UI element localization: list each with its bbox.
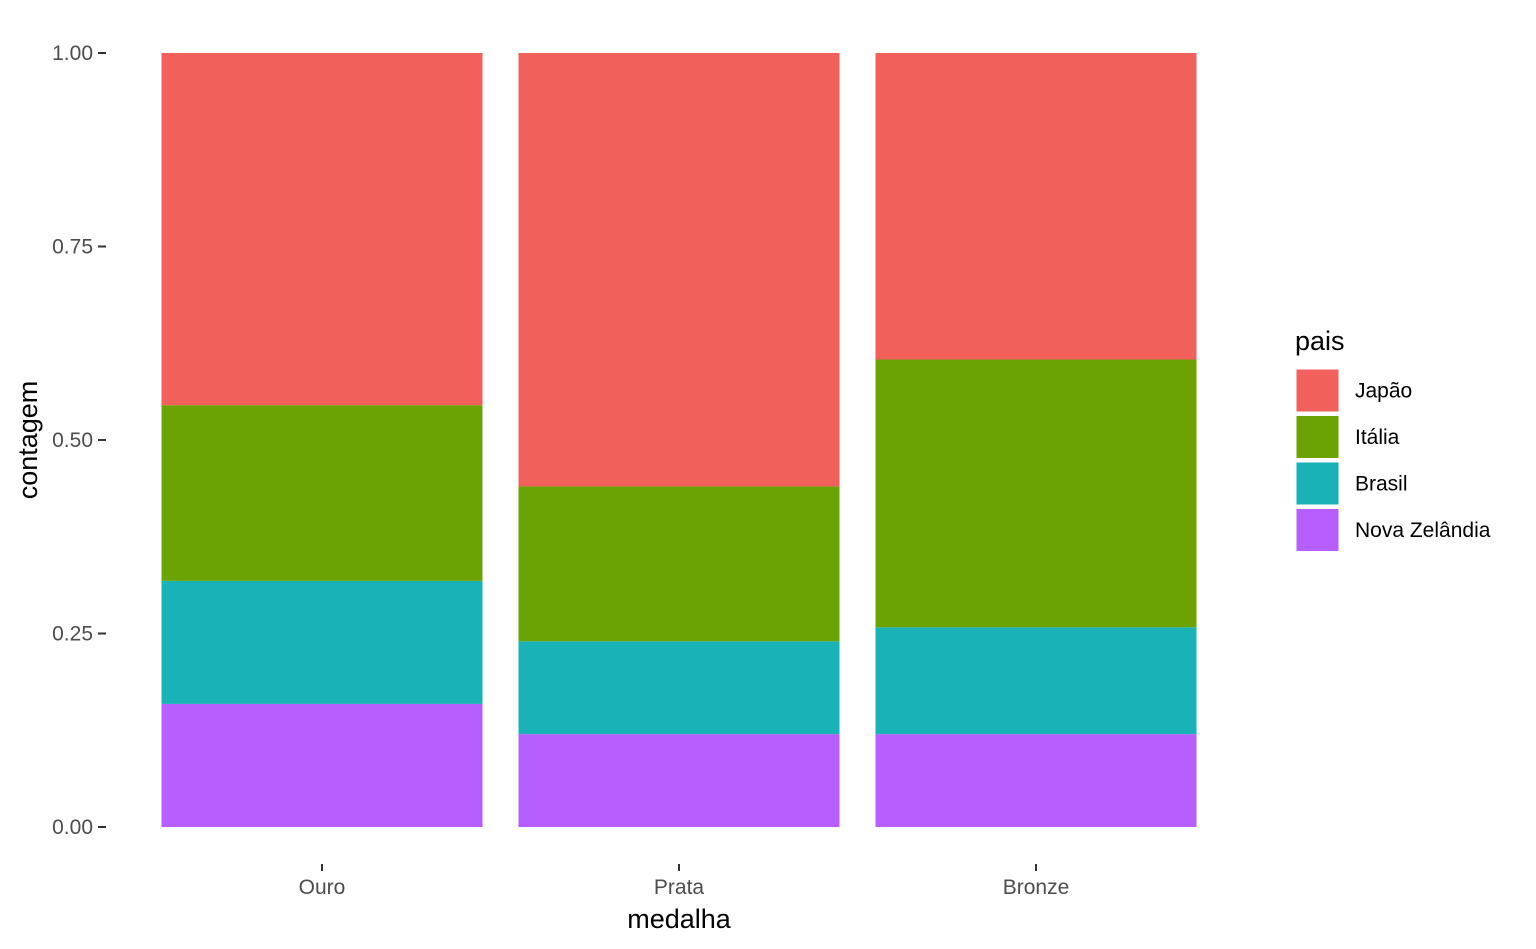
bar-segment-prata-japão xyxy=(518,53,840,487)
bar-segment-ouro-itália xyxy=(161,405,483,581)
legend-key-japão xyxy=(1295,368,1340,413)
x-tick-label-bronze: Bronze xyxy=(1003,876,1070,899)
legend-label: Brasil xyxy=(1355,473,1408,496)
legend-label: Itália xyxy=(1355,426,1400,449)
bar-segment-bronze-itália xyxy=(875,359,1197,628)
y-tick-label: 0.75 xyxy=(52,236,93,259)
x-tick-label-ouro: Ouro xyxy=(299,876,346,899)
legend: pais Japão Itália Brasil Nova Zelândia xyxy=(1295,326,1491,552)
legend-key-brasil xyxy=(1295,461,1340,506)
y-tick-label: 1.00 xyxy=(52,42,93,65)
legend-label: Nova Zelândia xyxy=(1355,519,1491,542)
y-tick-label: 0.50 xyxy=(52,429,93,452)
legend-label: Japão xyxy=(1355,380,1412,403)
bar-segment-prata-nova-zelândia xyxy=(518,734,840,827)
y-tick-label: 0.25 xyxy=(52,623,93,646)
bar-segment-prata-itália xyxy=(518,486,840,642)
x-axis-title: medalha xyxy=(627,904,732,934)
y-tick-label: 0.00 xyxy=(52,816,93,839)
x-axis: Ouro Prata Bronze xyxy=(299,864,1070,899)
y-axis-title: contagem xyxy=(13,381,43,500)
y-axis: 0.00 0.25 0.50 0.75 1.00 xyxy=(52,42,106,839)
bar-segment-prata-brasil xyxy=(518,641,840,735)
bar-segment-ouro-nova-zelândia xyxy=(161,703,483,827)
legend-key-nova-zelândia xyxy=(1295,508,1340,552)
bar-segment-bronze-brasil xyxy=(875,627,1197,735)
x-tick-label-prata: Prata xyxy=(654,876,705,899)
bar-segment-bronze-nova-zelândia xyxy=(875,734,1197,827)
bar-segment-ouro-brasil xyxy=(161,580,483,704)
legend-key-itália xyxy=(1295,415,1340,459)
bars-group xyxy=(161,53,1197,827)
bar-segment-ouro-japão xyxy=(161,53,483,406)
bar-segment-bronze-japão xyxy=(875,53,1197,360)
legend-title: pais xyxy=(1295,326,1345,356)
